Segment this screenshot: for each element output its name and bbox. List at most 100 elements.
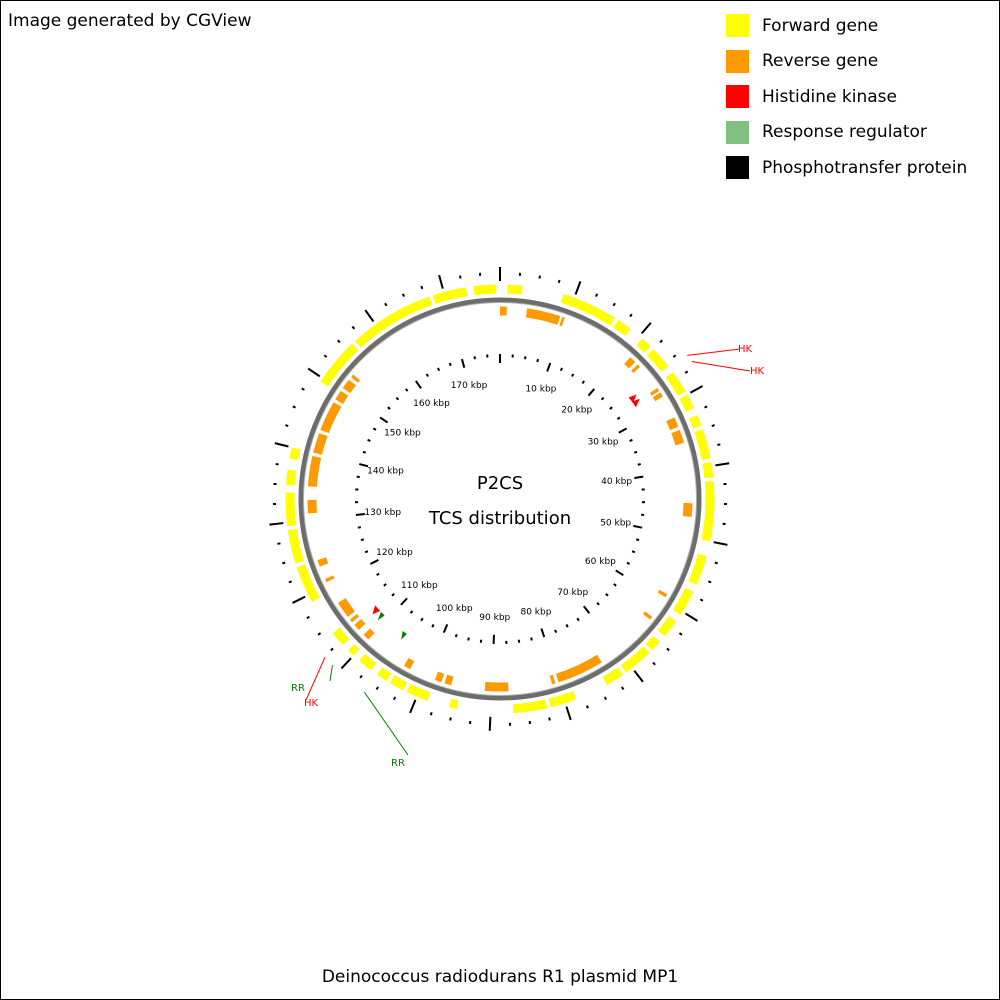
outer-minor-tick xyxy=(282,561,286,565)
inner-minor-tick xyxy=(364,550,369,554)
inner-minor-tick xyxy=(571,373,575,378)
inner-major-tick xyxy=(540,628,546,638)
legend-label: Forward gene xyxy=(762,15,879,36)
inner-minor-tick xyxy=(635,538,640,542)
inner-minor-tick xyxy=(626,561,631,565)
inner-major-tick xyxy=(634,475,644,480)
outer-minor-tick xyxy=(684,370,689,374)
reverse-gene xyxy=(624,357,636,369)
forward-gene xyxy=(646,349,669,372)
inner-minor-tick xyxy=(609,406,613,410)
inner-minor-tick xyxy=(425,373,429,378)
reverse-gene xyxy=(671,429,685,446)
legend: Forward gene Reverse gene Histidine kinase… xyxy=(726,8,967,186)
outer-minor-tick xyxy=(707,580,712,584)
inner-minor-tick xyxy=(360,538,365,542)
inner-minor-tick xyxy=(605,592,609,597)
inner-minor-tick xyxy=(387,406,391,410)
inner-minor-tick xyxy=(391,592,395,597)
outer-minor-tick xyxy=(384,302,388,307)
tick-label: 140 kbp xyxy=(367,467,404,477)
outer-major-tick xyxy=(715,462,730,467)
inner-minor-tick xyxy=(633,450,638,454)
inner-major-tick xyxy=(369,559,379,565)
inner-minor-tick xyxy=(362,450,367,454)
inner-minor-tick xyxy=(565,624,569,628)
inner-minor-tick xyxy=(357,526,362,529)
outer-major-tick xyxy=(574,281,582,295)
outer-major-tick xyxy=(274,442,289,448)
forward-gene xyxy=(507,284,523,295)
outer-minor-tick xyxy=(449,717,452,721)
outer-major-tick xyxy=(307,367,321,378)
tick-label: 50 kbp xyxy=(600,518,631,528)
outer-minor-tick xyxy=(288,580,293,584)
reverse-gene xyxy=(555,654,602,683)
reverse-gene xyxy=(363,628,375,640)
forward-gene xyxy=(432,287,468,304)
outer-major-tick xyxy=(488,716,492,731)
outer-major-tick xyxy=(364,309,375,323)
reverse-gene xyxy=(307,455,322,487)
outer-minor-tick xyxy=(538,275,541,279)
forward-gene xyxy=(377,667,392,682)
inner-minor-tick xyxy=(530,637,533,641)
outer-minor-tick xyxy=(429,712,433,716)
legend-swatch xyxy=(726,156,749,180)
reverse-gene xyxy=(657,589,668,598)
legend-label: Response regulator xyxy=(762,122,927,143)
forward-gene xyxy=(602,667,623,685)
feature-label: HK xyxy=(750,366,765,377)
forward-gene xyxy=(560,294,616,326)
inner-major-tick xyxy=(414,380,422,389)
forward-gene xyxy=(285,492,297,527)
tick-label: 30 kbp xyxy=(588,438,619,448)
outer-minor-tick xyxy=(659,339,663,344)
feature-label: HK xyxy=(304,698,319,709)
forward-gene xyxy=(694,429,711,461)
outer-minor-tick xyxy=(337,339,341,344)
inner-major-tick xyxy=(546,362,552,372)
outer-minor-tick xyxy=(301,387,305,391)
forward-gene xyxy=(688,553,707,585)
outer-minor-tick xyxy=(392,696,397,701)
forward-gene xyxy=(620,646,650,673)
outer-minor-tick xyxy=(323,354,328,358)
forward-gene xyxy=(645,636,660,651)
inner-minor-tick xyxy=(395,396,400,401)
outer-minor-tick xyxy=(401,293,405,298)
reverse-gene xyxy=(549,674,556,685)
forward-gene xyxy=(672,587,694,615)
legend-swatch xyxy=(726,49,749,73)
tick-label: 60 kbp xyxy=(585,557,616,567)
outer-major-tick xyxy=(409,699,417,714)
response-regulator-marker xyxy=(401,630,407,640)
forward-gene xyxy=(289,447,301,461)
outer-minor-tick xyxy=(459,275,462,279)
outer-minor-tick xyxy=(612,302,616,307)
inner-minor-tick xyxy=(581,380,586,384)
outer-minor-tick xyxy=(717,443,721,446)
inner-major-tick xyxy=(615,569,624,577)
inner-minor-tick xyxy=(367,438,371,442)
inner-minor-tick xyxy=(404,388,409,392)
backbone-ring xyxy=(298,297,702,701)
inner-minor-tick xyxy=(437,367,441,372)
reverse-gene xyxy=(666,417,679,431)
outer-minor-tick xyxy=(595,293,599,298)
reverse-gene xyxy=(338,598,355,617)
outer-minor-tick xyxy=(420,285,424,290)
forward-gene xyxy=(406,683,431,701)
inner-major-tick xyxy=(442,623,449,634)
outer-minor-tick xyxy=(603,696,608,701)
histidine-kinase-marker xyxy=(631,398,640,408)
reverse-gene xyxy=(342,379,356,394)
outer-minor-tick xyxy=(621,686,625,691)
forward-gene xyxy=(285,469,297,486)
inner-major-tick xyxy=(400,597,408,606)
outer-major-tick xyxy=(689,385,704,394)
tick-label: 80 kbp xyxy=(520,607,551,617)
outer-minor-tick xyxy=(351,325,356,330)
inner-minor-tick xyxy=(637,463,641,466)
